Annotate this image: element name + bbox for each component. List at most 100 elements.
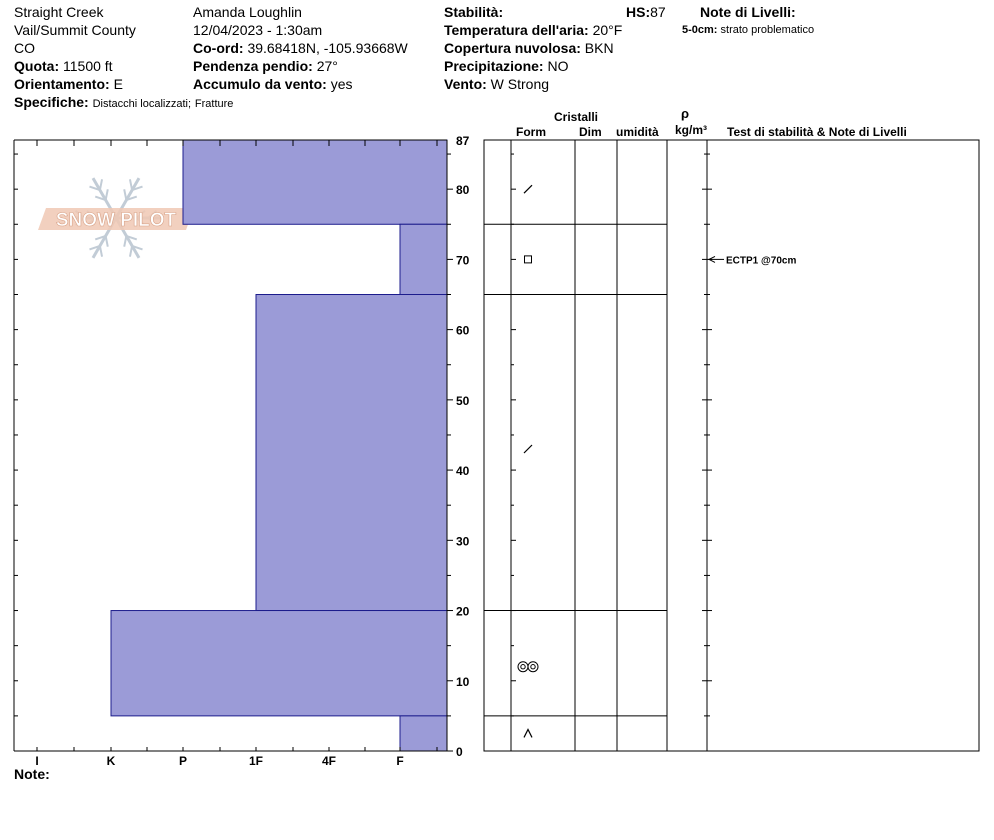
datetime: 12/04/2023 - 1:30am	[193, 22, 323, 38]
x-tick-label: I	[35, 754, 38, 768]
layer-note: 5-0cm: strato problematico	[682, 23, 814, 37]
snowflake-icon	[131, 185, 143, 192]
y-tick-label: 50	[456, 394, 470, 408]
wind: Vento: W Strong	[444, 76, 549, 92]
snowflake-icon	[94, 234, 106, 241]
hs-value: 87	[650, 4, 666, 20]
melt-freeze-icon	[520, 664, 526, 670]
hardness-bars	[110, 139, 448, 752]
region: Vail/Summit County	[14, 22, 136, 38]
y-tick-label: 30	[456, 534, 470, 548]
snowflake-icon	[104, 189, 109, 201]
snowflake-icon	[131, 244, 143, 251]
elevation: Quota: 11500 ft	[14, 58, 113, 74]
x-tick-label: F	[396, 754, 403, 768]
y-tick-label: 40	[456, 464, 470, 478]
y-tick-label: 87	[456, 134, 470, 148]
faceted-decomposing-icon	[523, 184, 533, 194]
slope-value: 27°	[316, 58, 338, 74]
density-symbol: ρ	[681, 106, 690, 121]
density-unit: kg/m³	[675, 123, 708, 137]
snowflake-icon	[98, 245, 104, 257]
details-label: Specifiche:	[14, 94, 89, 110]
aspect: Orientamento: E	[14, 76, 123, 92]
hardness-bar	[182, 139, 448, 225]
y-tick-label: 0	[456, 745, 463, 759]
crystal-form-symbols	[517, 184, 539, 738]
test-label: ECTP1 @70cm	[726, 255, 796, 266]
airtemp-value: 20°F	[592, 22, 623, 38]
size-header: Dim	[579, 125, 602, 139]
hs-label: HS:	[626, 4, 651, 20]
x-tick-label: 4F	[322, 754, 336, 768]
y-tick-label: 10	[456, 675, 470, 689]
wind-label: Vento:	[444, 76, 487, 92]
stability-label: Stabilità:	[444, 4, 504, 20]
details: Specifiche: Distacchi localizzati; Fratt…	[14, 94, 233, 112]
melt-freeze-icon	[517, 661, 529, 673]
air-temperature: Temperatura dell'aria: 20°F	[444, 22, 622, 38]
y-tick-label: 60	[456, 324, 470, 338]
chart-axes: 0 10 20 30 40 50 60 70 80 87 I K P 1F 4F F	[13, 134, 470, 768]
y-tick-label: 80	[456, 183, 470, 197]
snowflake-icon	[128, 179, 134, 191]
elevation-value: 11500 ft	[63, 58, 113, 74]
state: CO	[14, 40, 35, 56]
observer: Amanda Loughlin	[193, 4, 302, 20]
precipitation: Precipitazione: NO	[444, 58, 568, 74]
aspect-label: Orientamento:	[14, 76, 110, 92]
precip-label: Precipitazione:	[444, 58, 544, 74]
crystals-header: Cristalli	[554, 110, 599, 124]
watermark: SNOW PILOT	[38, 177, 194, 259]
snowflake-icon	[126, 234, 138, 241]
location: Straight Creek	[14, 4, 104, 20]
hardness-bar	[110, 610, 448, 717]
melt-freeze-icon	[527, 661, 539, 673]
slope: Pendenza pendio: 27°	[193, 58, 338, 74]
x-tick-label: P	[179, 754, 187, 768]
sky-label: Copertura nuvolosa:	[444, 40, 581, 56]
aspect-value: E	[113, 76, 123, 92]
coords-value: 39.68418N, -105.93668W	[247, 40, 408, 56]
tests-header: Test di stabilità & Note di Livelli	[727, 125, 907, 139]
coords-label: Co-ord:	[193, 40, 244, 56]
faceted-icon	[524, 255, 532, 264]
snowflake-icon	[128, 245, 134, 257]
layer-note-depth: 5-0cm:	[682, 24, 718, 36]
y-tick-label: 20	[456, 605, 470, 619]
details-value-2: Fratture	[194, 98, 234, 110]
layer-notes-label: Note di Livelli:	[700, 4, 796, 20]
snowflake-icon	[98, 179, 104, 191]
wind-value: W Strong	[490, 76, 550, 92]
hardness-bar	[255, 294, 448, 612]
snowflake-icon	[104, 235, 109, 247]
form-header: Form	[516, 125, 546, 139]
snow-height: HS:87	[626, 4, 666, 20]
watermark-banner	[38, 208, 194, 230]
snowflake-icon	[94, 195, 106, 202]
x-tick-label: K	[107, 754, 116, 768]
moisture-header: umidità	[616, 125, 659, 139]
layer-note-text: strato problematico	[720, 24, 815, 36]
depth-hoar-icon	[523, 728, 533, 738]
x-tick-label: 1F	[249, 754, 263, 768]
sky-value: BKN	[584, 40, 614, 56]
precip-value: NO	[547, 58, 569, 74]
windload-label: Accumulo da vento:	[193, 76, 327, 92]
faceted-decomposing-icon	[523, 444, 533, 454]
grid-border	[483, 139, 980, 752]
hardness-bar	[399, 223, 448, 296]
airtemp-label: Temperatura dell'aria:	[444, 22, 589, 38]
snowflake-icon	[89, 185, 101, 192]
stability-tests: ECTP1 @70cm	[707, 255, 796, 266]
crystal-grid	[483, 139, 980, 752]
arrow-head-icon	[707, 255, 716, 263]
wind-loading: Accumulo da vento: yes	[193, 76, 352, 92]
coordinates: Co-ord: 39.68418N, -105.93668W	[193, 40, 408, 56]
snowflake-icon	[126, 195, 138, 202]
details-value-1: Distacchi localizzati;	[92, 98, 192, 110]
windload-value: yes	[330, 76, 353, 92]
hardness-bar	[399, 715, 448, 752]
snowflake-icon	[89, 244, 101, 251]
